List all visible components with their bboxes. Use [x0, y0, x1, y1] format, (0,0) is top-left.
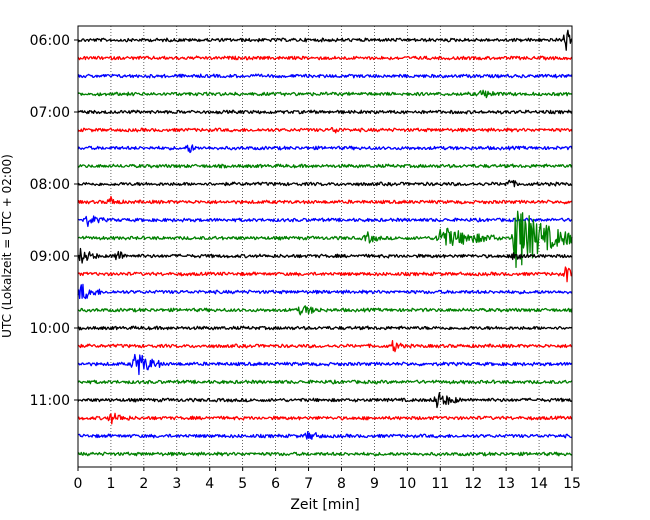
x-tick-label-3: 3: [172, 476, 181, 492]
trace-0945: [77, 305, 573, 316]
trace-0815: [77, 195, 573, 205]
plot-frame: [77, 25, 573, 468]
x-tick-label-15: 15: [563, 476, 581, 492]
trace-1000: [77, 325, 573, 331]
y-tick-label-0900: 09:00: [30, 249, 70, 265]
x-tick-label-10: 10: [398, 476, 416, 492]
x-tick-label-14: 14: [530, 476, 548, 492]
trace-0630: [77, 73, 573, 79]
trace-0830: [77, 215, 573, 228]
x-tick-label-1: 1: [106, 476, 115, 492]
seismogram-traces: [77, 29, 573, 457]
trace-1045: [77, 379, 573, 385]
x-axis-label: Zeit [min]: [290, 497, 359, 513]
y-tick-label-1000: 10:00: [30, 321, 70, 337]
x-tick-label-8: 8: [337, 476, 346, 492]
trace-0715: [77, 126, 573, 134]
trace-0615: [77, 55, 573, 61]
y-tick-label-0600: 06:00: [30, 33, 70, 49]
x-tick-label-9: 9: [370, 476, 379, 492]
trace-0800: [77, 179, 573, 188]
trace-1100: [77, 391, 573, 409]
y-axis-ticks: 06:00 07:00 08:00 09:00 10:00 11:00: [30, 33, 78, 409]
trace-0930: [77, 283, 573, 300]
trace-1145: [77, 451, 573, 457]
trace-0845: [77, 210, 573, 269]
y-tick-label-1100: 11:00: [30, 393, 70, 409]
trace-0600: [77, 29, 573, 51]
trace-1030: [77, 353, 573, 376]
x-tick-label-6: 6: [271, 476, 280, 492]
trace-0645: [77, 89, 573, 99]
x-tick-label-4: 4: [205, 476, 214, 492]
x-tick-label-2: 2: [139, 476, 148, 492]
trace-0700: [77, 109, 573, 115]
trace-0915: [77, 266, 573, 283]
x-tick-label-0: 0: [74, 476, 83, 492]
x-axis-ticks: 0 1 2 3 4 5 6 7 8 9 10 11 12 13 14 15: [74, 467, 581, 492]
trace-1115: [77, 412, 573, 425]
x-tick-label-11: 11: [431, 476, 449, 492]
x-tick-label-5: 5: [238, 476, 247, 492]
y-tick-label-0800: 08:00: [30, 177, 70, 193]
x-tick-label-13: 13: [497, 476, 515, 492]
trace-0745: [77, 163, 573, 169]
y-axis-label: UTC (Lokalzeit = UTC + 02:00): [0, 154, 14, 338]
trace-1130: [77, 430, 573, 440]
trace-1015: [77, 340, 573, 353]
trace-0900: [77, 247, 573, 264]
x-tick-label-12: 12: [464, 476, 482, 492]
trace-0730: [77, 144, 573, 154]
x-tick-label-7: 7: [304, 476, 313, 492]
y-tick-label-0700: 07:00: [30, 105, 70, 121]
